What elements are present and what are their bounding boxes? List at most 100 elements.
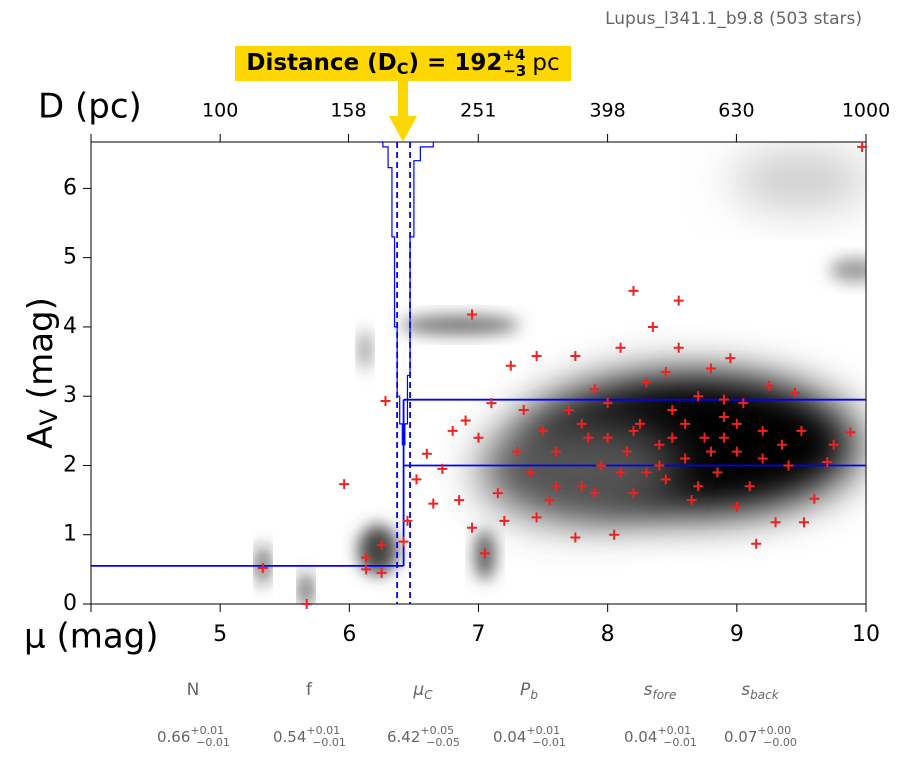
- label-part: −3: [503, 62, 526, 80]
- label-part: fore: [652, 688, 676, 702]
- x-tick-label: 6: [342, 622, 356, 647]
- y-tick-label: 0: [63, 591, 77, 616]
- parameter-name: sfore: [644, 680, 677, 702]
- x2-axis-label: D (pc): [38, 87, 142, 127]
- x2-tick-label: 398: [589, 100, 625, 122]
- star-point: [402, 515, 413, 526]
- star-point: [712, 467, 723, 478]
- star-point: [576, 418, 587, 429]
- star-point: [499, 515, 510, 526]
- star-point: [822, 457, 833, 468]
- y-tick-label: 1: [63, 522, 77, 547]
- x2-tick-label: 100: [202, 100, 238, 122]
- star-point: [473, 432, 484, 443]
- label-part: −0.01: [196, 736, 230, 749]
- star-point: [628, 285, 639, 296]
- x2-tick-label: 1000: [842, 100, 890, 122]
- annotation: Distance (DC) = 192+4 −3 pc: [246, 46, 559, 80]
- parameter-name: Pb: [520, 680, 538, 702]
- star-point: [828, 439, 839, 450]
- label-part: b: [530, 688, 538, 702]
- star-point: [551, 446, 561, 457]
- star-point: [699, 432, 710, 443]
- star-point: [628, 425, 639, 436]
- label-part: 0.04: [624, 728, 657, 746]
- star-point: [339, 479, 350, 490]
- y-tick-label: 2: [63, 452, 77, 477]
- parameter-value: 0.66+0.01 −0.01: [157, 724, 230, 749]
- star-point: [411, 474, 422, 485]
- parameter-name: sback: [741, 680, 779, 702]
- y-tick-label: 4: [63, 314, 77, 339]
- star-point: [738, 398, 749, 409]
- star-point: [563, 405, 574, 416]
- label-part: 0.66: [157, 728, 190, 746]
- density-background: [258, 150, 866, 604]
- star-point: [667, 405, 678, 416]
- star-point: [609, 529, 620, 540]
- parameter-value: 0.04+0.01 −0.01: [493, 724, 566, 749]
- star-point: [602, 398, 613, 409]
- star-point: [673, 295, 684, 306]
- star-point: [622, 446, 633, 457]
- label-part: C: [397, 59, 409, 78]
- label-part: 0.54: [273, 728, 306, 746]
- star-point: [660, 366, 671, 377]
- star-point: [615, 467, 626, 478]
- star-point: [376, 567, 387, 578]
- x-tick-label: 9: [730, 622, 744, 647]
- star-point: [596, 460, 607, 471]
- star-point: [757, 425, 768, 436]
- star-point: [744, 481, 755, 492]
- star-point: [447, 425, 458, 436]
- star-point: [667, 432, 678, 443]
- x-tick-label: 5: [213, 622, 227, 647]
- x-tick-label: 8: [601, 622, 615, 647]
- x2-tick-label: 251: [460, 100, 496, 122]
- label-part: 0.04: [493, 728, 526, 746]
- parameter-value: 0.07+0.00 −0.00: [724, 724, 797, 749]
- label-part: −0.01: [663, 736, 697, 749]
- star-point: [551, 481, 561, 492]
- label-part: A: [21, 426, 61, 449]
- star-point: [602, 432, 613, 443]
- label-part: +0.01: [306, 724, 340, 737]
- star-point: [731, 446, 742, 457]
- x2-tick-label: 158: [330, 100, 366, 122]
- star-point: [376, 540, 387, 551]
- star-point: [634, 418, 645, 429]
- star-point: [654, 439, 665, 450]
- parameter-name: μC: [412, 680, 433, 702]
- x2-tick-label: 630: [718, 100, 754, 122]
- star-point: [673, 342, 684, 353]
- star-point: [718, 394, 729, 405]
- label-part: C: [424, 688, 433, 702]
- star-point: [796, 425, 807, 436]
- y-tick-label: 6: [63, 175, 77, 200]
- star-point: [647, 321, 658, 332]
- star-point: [525, 467, 536, 478]
- star-point: [544, 495, 555, 506]
- star-point: [361, 552, 372, 563]
- star-point: [686, 495, 697, 506]
- star-point: [660, 474, 671, 485]
- label-part: back: [750, 688, 780, 702]
- label-part: −0.00: [763, 736, 797, 749]
- star-point: [512, 446, 523, 457]
- star-point: [764, 380, 775, 391]
- label-part: pc: [532, 50, 559, 76]
- star-point: [492, 488, 503, 499]
- y-axis-label: AV (mag): [21, 297, 64, 449]
- star-point: [845, 427, 856, 438]
- plot-frame: [90, 141, 867, 605]
- star-point: [486, 398, 497, 409]
- parameter-name: N: [187, 680, 200, 700]
- label-part: +0.01: [657, 724, 691, 737]
- star-point: [731, 418, 742, 429]
- label-part: s: [644, 680, 653, 700]
- star-point: [770, 517, 781, 528]
- star-point: [706, 363, 716, 374]
- star-point: [641, 377, 652, 388]
- parameter-name: f: [306, 680, 313, 700]
- label-part: P: [520, 680, 531, 700]
